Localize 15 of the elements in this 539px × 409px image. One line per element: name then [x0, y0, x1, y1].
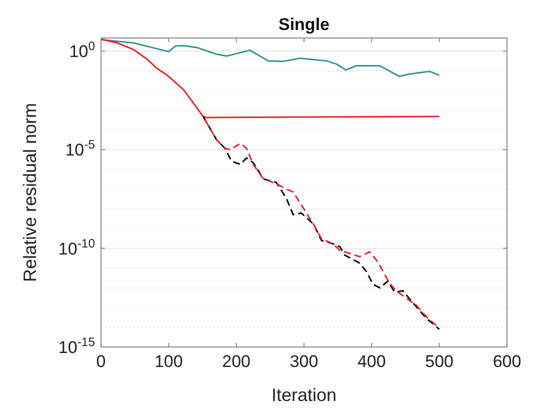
y-tick-label: 10$^{-15}$ — [58, 335, 96, 357]
line-series — [101, 38, 440, 78]
x-tick-label: 200 — [222, 352, 251, 371]
y-tick-label: 10$^{-5}$ — [65, 138, 96, 160]
y-axis-title: Relative residual norm — [20, 102, 40, 282]
x-axis-title: Iteration — [271, 385, 337, 405]
x-tick-label: 0 — [96, 352, 106, 371]
chart-title: Single — [278, 15, 330, 34]
x-tick-label: 600 — [492, 352, 522, 371]
x-tick-label: 300 — [290, 352, 318, 371]
y-tick-label: 10$^{-10}$ — [58, 236, 96, 258]
y-tick-label: 10$^{0}$ — [69, 39, 96, 62]
x-tick-label: 500 — [425, 352, 454, 371]
x-tick-label: 100 — [154, 352, 183, 371]
x-tick-label: 400 — [357, 352, 386, 371]
